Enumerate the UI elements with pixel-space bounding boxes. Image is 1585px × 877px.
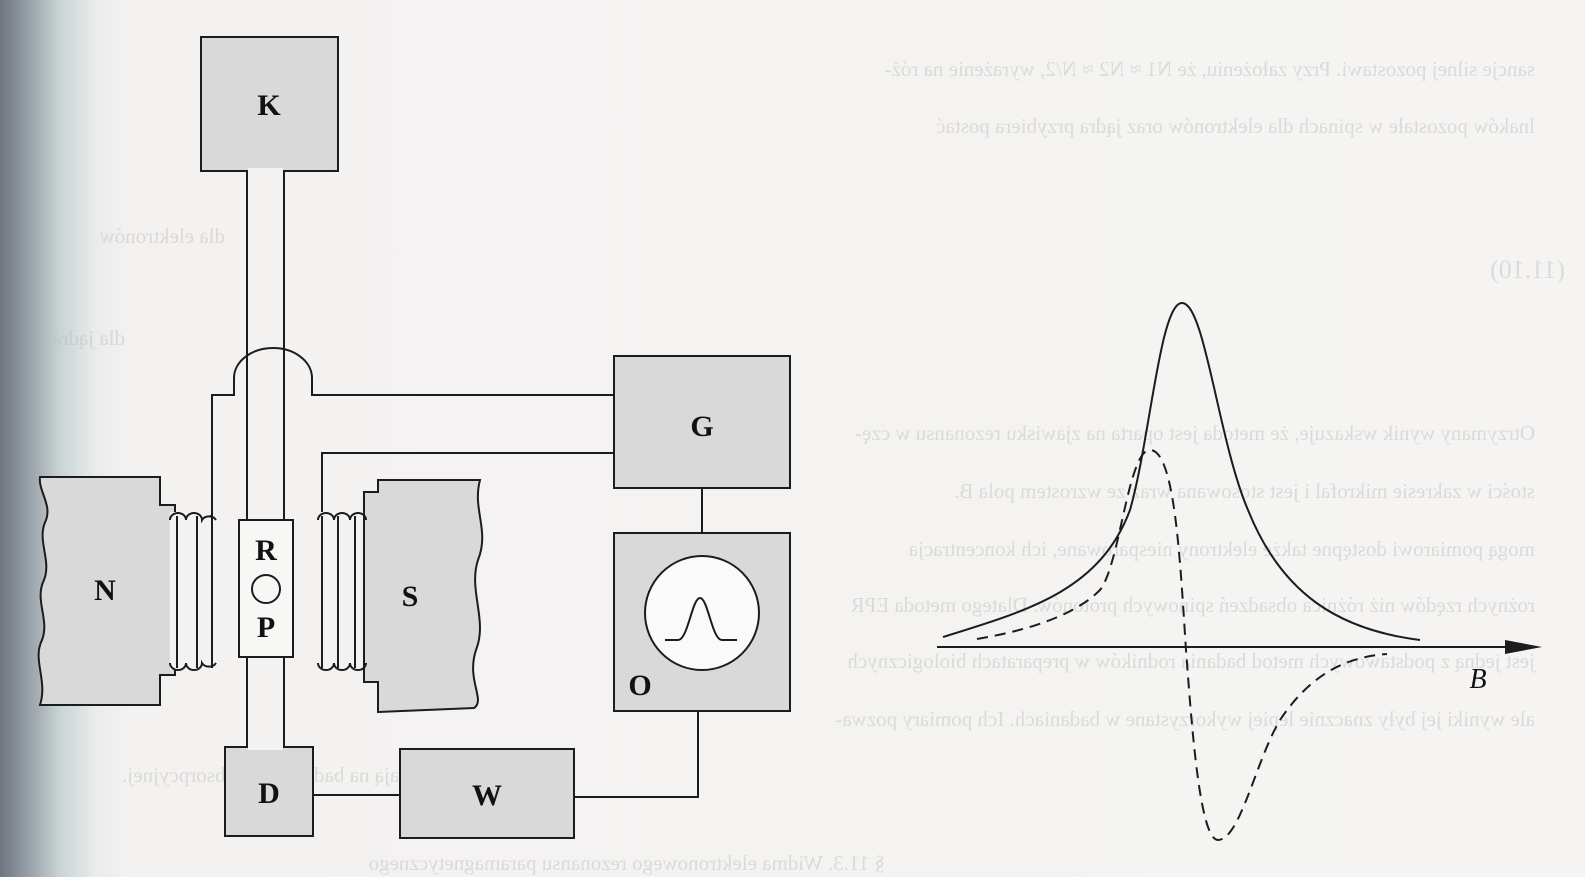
magnet-s-label: S (402, 580, 419, 613)
magnet-pole-n (37, 476, 176, 706)
bleed-line: sancje silnej pozostawi. Przy założeniu,… (885, 57, 1536, 81)
oscilloscope-screen (644, 555, 760, 671)
modulation-coil-left (169, 512, 217, 671)
bleed-line: jest jedną z podstawowych metod badania … (847, 649, 1536, 673)
generator-box (613, 355, 791, 489)
amplifier-label: W (472, 779, 502, 812)
klystron-label: K (257, 89, 281, 122)
modulation-wire-lower (321, 452, 614, 516)
bleed-line: lnaków pozostałe w spinach dla elektronó… (936, 114, 1535, 138)
bleed-line: ale wyniki jej były znacznie lepiej wyko… (835, 707, 1535, 731)
bleed-line: dla elektronów (99, 224, 225, 248)
modulation-coil-right (317, 512, 367, 671)
axis-arrow-icon (1505, 640, 1542, 654)
bleed-eq-number: (11.10) (1490, 255, 1565, 284)
sample-circle (251, 574, 281, 604)
absorption-curve (942, 301, 1421, 641)
modulation-wire-upper (197, 347, 614, 517)
klystron-port (248, 168, 283, 174)
amplifier-box (399, 748, 575, 839)
magnet-n-label: N (94, 574, 116, 607)
klystron-box (200, 36, 339, 172)
derivative-curve (976, 448, 1388, 842)
oscilloscope-label: O (628, 669, 651, 702)
detector-port (248, 744, 283, 750)
bleed-line: rożnych rzędów niż różnica obsadzeń spin… (851, 593, 1535, 617)
bleed-footer: § 11.3. Widma elektronowego rezonansu pa… (369, 851, 885, 875)
bleed-line: dla jądra (51, 326, 125, 350)
generator-label: G (690, 410, 713, 443)
bleed-line: mogą pomiarowi dostępne także elektrony … (908, 537, 1535, 561)
axis-label-b: B (1469, 664, 1486, 695)
sample-label: P (257, 611, 275, 644)
oscilloscope-trace (665, 596, 737, 641)
w-to-o-wire (574, 711, 699, 798)
detector-label: D (258, 777, 280, 810)
bleed-through-text: sancje silnej pozostawi. Przy założeniu,… (51, 57, 1565, 875)
resonator-label: R (255, 534, 277, 567)
bleed-line: Otrzymany wynik wskazuje, że metoda jest… (855, 421, 1535, 445)
magnet-pole-s (363, 479, 484, 714)
